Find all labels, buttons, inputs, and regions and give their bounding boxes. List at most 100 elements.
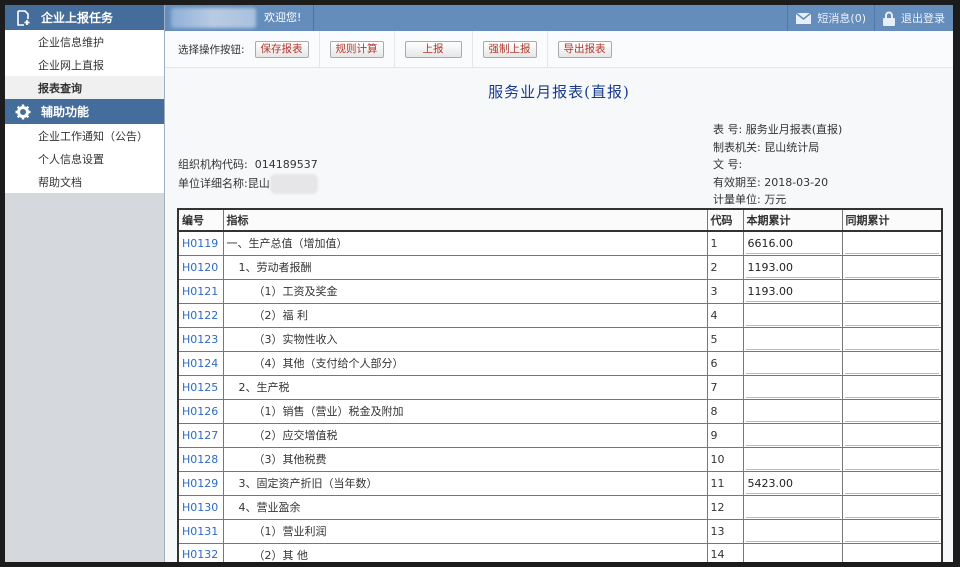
row-id-link[interactable]: H0125 [182,380,219,394]
row-code: 4 [706,302,744,328]
prior-value-input[interactable] [844,234,939,255]
sidebar-item-notices[interactable]: 企业工作通知（公告） [5,124,164,147]
meta-label: 制表机关: [713,140,761,154]
current-value-input[interactable] [745,450,840,470]
messages-label: 短消息(0) [817,12,866,25]
sidebar-section-header-tasks[interactable]: 企业上报任务 [5,5,164,30]
table-row: H0130 4、营业盈余 12 [177,494,943,520]
row-id-link[interactable]: H0121 [182,284,219,298]
sidebar-section-header-aux[interactable]: 辅助功能 [5,99,164,124]
row-id-link[interactable]: H0124 [182,356,219,370]
logout-link[interactable]: 退出登录 [874,5,953,31]
prior-value-input[interactable] [844,354,939,374]
sidebar-item-report-query[interactable]: 报表查询 [5,76,164,99]
save-report-button[interactable]: 保存报表 [254,40,309,58]
row-indicator: （1）营业利润 [222,518,708,544]
sidebar-item-personal-settings[interactable]: 个人信息设置 [5,147,164,170]
table-row: H0119 一、生产总值（增加值） 1 6616.00 [177,230,943,256]
meta-label: 文 号: [713,158,743,171]
prior-value-input[interactable] [844,474,939,494]
meta-value: 万元 [764,193,787,206]
row-id-link[interactable]: H0119 [182,236,219,250]
current-value-input[interactable] [745,426,840,446]
prior-value-input[interactable] [844,258,939,278]
row-code: 13 [706,518,744,544]
row-code: 1 [706,230,744,256]
row-code: 14 [706,542,744,562]
row-id-link[interactable]: H0123 [182,332,219,346]
unit-name-blurred [269,173,318,194]
prior-value-input[interactable] [844,498,939,518]
toolbar-label: 选择操作按钮: [178,43,245,56]
row-id-link[interactable]: H0132 [182,548,219,562]
lock-icon [883,11,895,26]
top-bar: 欢迎您! 短消息(0) 退出登录 [165,5,953,31]
current-value-input[interactable] [745,545,840,562]
table-row: H0125 2、生产税 7 [177,374,943,400]
sidebar-item-company-info[interactable]: 企业信息维护 [5,30,164,53]
row-indicator: （2）其 他 [222,542,708,562]
col-header-indicator: 指标 [222,208,708,232]
app-window: 企业上报任务 企业信息维护 企业网上直报 报表查询 辅助功能 企业工作通知（公告… [5,5,953,562]
force-submit-button[interactable]: 强制上报 [482,40,537,58]
prior-value-input[interactable] [844,282,939,302]
prior-value-input[interactable] [844,426,939,446]
table-row: H0126 （1）销售（营业）税金及附加 8 [177,398,943,424]
row-id-link[interactable]: H0131 [182,524,219,538]
row-id-link[interactable]: H0130 [182,500,219,514]
current-value-input[interactable]: 1193.00 [745,282,840,302]
current-value-input[interactable] [745,330,840,350]
submit-button[interactable]: 上报 [404,40,462,58]
sidebar-section-title: 企业上报任务 [41,11,114,25]
row-indicator: （3）实物性收入 [222,326,708,352]
table-row: H0132 （2）其 他 14 [177,542,943,562]
rule-calc-button[interactable]: 规则计算 [329,40,384,58]
row-id-link[interactable]: H0127 [182,428,219,442]
table-row: H0124 （4）其他（支付给个人部分） 6 [177,350,943,376]
row-code: 10 [706,446,744,472]
row-id-link[interactable]: H0128 [182,452,219,466]
prior-value-input[interactable] [844,545,939,562]
row-id-link[interactable]: H0126 [182,404,219,418]
current-value-input[interactable] [745,378,840,398]
current-value-input[interactable] [745,354,840,374]
current-value-input[interactable] [745,498,840,518]
meta-label: 计量单位: [713,193,761,206]
current-value-input[interactable] [745,402,840,422]
prior-value-input[interactable] [844,306,939,326]
toolbar: 选择操作按钮: 保存报表 规则计算 上报 强制上报 导出报表 [165,30,953,68]
table-row: H0121 （1）工资及奖金 3 1193.00 [177,278,943,304]
current-value-input[interactable]: 6616.00 [745,234,840,255]
col-header-code: 代码 [706,208,744,232]
sidebar-item-online-report[interactable]: 企业网上直报 [5,53,164,76]
col-header-id: 编号 [177,208,224,232]
table-row: H0123 （3）实物性收入 5 [177,326,943,352]
row-id-link[interactable]: H0120 [182,260,219,274]
prior-value-input[interactable] [844,402,939,422]
welcome-text: 欢迎您! [264,5,315,31]
meta-value: 2018-03-20 [764,175,829,189]
prior-value-input[interactable] [844,330,939,350]
current-value-input[interactable] [745,522,840,542]
report-title: 服务业月报表(直报) [488,83,630,101]
export-report-button[interactable]: 导出报表 [557,40,612,58]
row-indicator: （2）应交增值税 [222,422,708,448]
current-value-input[interactable]: 5423.00 [745,474,840,494]
row-code: 5 [706,326,744,352]
messages-link[interactable]: 短消息(0) [787,5,874,31]
sidebar-item-help[interactable]: 帮助文档 [5,170,164,193]
prior-value-input[interactable] [844,522,939,542]
report-table: 编号 指标 代码 本期累计 同期累计 H0119 一、生产总值（增加值） 1 6… [177,208,943,562]
sidebar: 企业上报任务 企业信息维护 企业网上直报 报表查询 辅助功能 企业工作通知（公告… [5,5,165,562]
row-id-link[interactable]: H0122 [182,308,219,322]
org-code-label: 组织机构代码: [178,158,248,171]
row-indicator: 3、固定资产折旧（当年数） [222,470,708,496]
table-row: H0128 （3）其他税费 10 [177,446,943,472]
current-value-input[interactable] [745,306,840,326]
prior-value-input[interactable] [844,450,939,470]
logout-label: 退出登录 [901,12,945,25]
current-value-input[interactable]: 1193.00 [745,258,840,278]
prior-value-input[interactable] [844,378,939,398]
row-code: 9 [706,422,744,448]
row-id-link[interactable]: H0129 [182,476,219,490]
